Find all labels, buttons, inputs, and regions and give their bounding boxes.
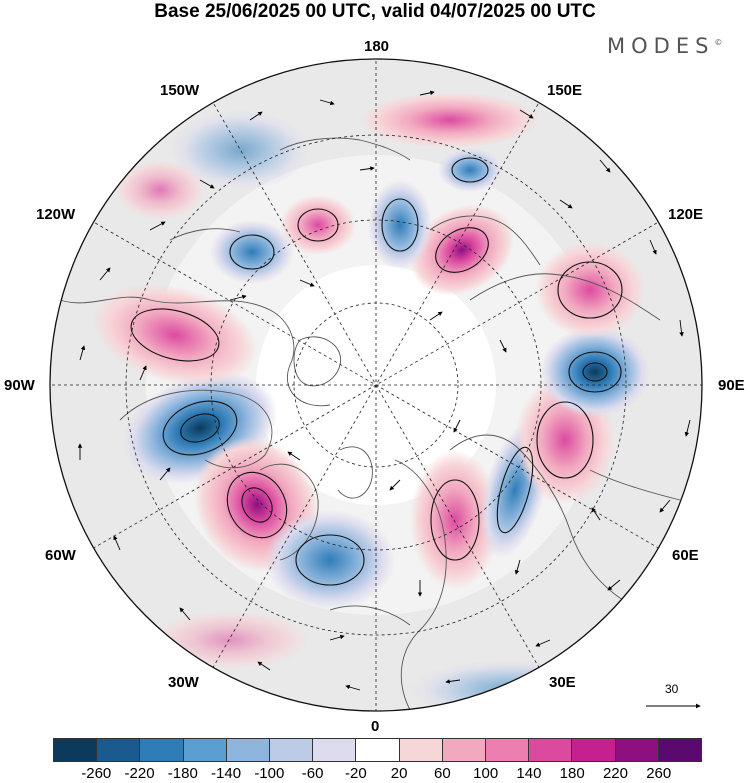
lon-label-120w: 120W	[36, 206, 76, 223]
colorbar-tick-label: 220	[602, 765, 628, 782]
colorbar-swatch	[442, 739, 487, 761]
lon-label-60w: 60W	[45, 547, 76, 564]
colorbar-swatch	[399, 739, 443, 761]
anomaly-positive-scandinavia	[410, 450, 500, 590]
anomaly-positive-canada	[91, 283, 259, 387]
colorbar-tick-label: -20	[345, 765, 367, 782]
lon-label-90e: 90E	[718, 377, 745, 394]
colorbar-swatch	[529, 739, 573, 761]
colorbar-tick-label: -180	[167, 765, 198, 782]
colorbar-swatch	[615, 739, 659, 761]
colorbar-swatch	[97, 739, 141, 761]
colorbar-tick-label: 140	[516, 765, 542, 782]
anomaly-negative-alaska	[210, 220, 294, 284]
lon-label-90w: 90W	[4, 377, 35, 394]
colorbar-swatch	[658, 739, 702, 761]
lon-label-0: 0	[371, 718, 380, 735]
anomaly-negative-bering	[438, 148, 502, 192]
graticule	[50, 59, 702, 711]
reference-vector-value: 30	[665, 682, 679, 696]
colorbar-swatch	[356, 739, 400, 761]
colorbar-swatch	[270, 739, 314, 761]
anomaly-positive-pacific	[360, 92, 540, 148]
lon-label-150w: 150W	[160, 82, 200, 99]
lon-label-120e: 120E	[668, 206, 704, 223]
colorbar-swatch	[226, 739, 271, 761]
colorbar-tick-label: 260	[646, 765, 672, 782]
lon-label-180: 180	[364, 38, 390, 55]
colorbar-tick-label: -140	[211, 765, 242, 782]
brand-logo: MODES©	[607, 34, 723, 58]
anomaly-negative-east-siberia	[540, 327, 650, 417]
anomaly-negative-npacific	[170, 110, 310, 190]
colorbar-swatch	[313, 739, 357, 761]
contours	[130, 157, 623, 586]
colorbar-swatch	[486, 739, 530, 761]
lon-label-60e: 60E	[672, 547, 699, 564]
colorbar-tick-label: 180	[559, 765, 585, 782]
anomaly-negative-europe	[410, 660, 610, 711]
anomaly-positive-atlantic-south	[150, 610, 310, 670]
lon-label-30e: 30E	[549, 674, 576, 691]
colorbar-swatch	[183, 739, 227, 761]
coastlines	[59, 137, 681, 711]
anomaly-positive-beaufort	[280, 195, 356, 255]
lon-label-30w: 30W	[168, 674, 199, 691]
anomaly-positive-far-east	[535, 242, 645, 338]
colorbar-swatch	[54, 739, 98, 761]
chart-title: Base 25/06/2025 00 UTC, valid 04/07/2025…	[154, 1, 596, 22]
colorbar-swatch	[140, 739, 184, 761]
colorbar-tick-label: 100	[473, 765, 499, 782]
reference-vector: 30	[640, 682, 710, 718]
colorbar-tick-label: -100	[254, 765, 285, 782]
anomaly-positive-npacific	[115, 160, 205, 220]
wind-vectors	[77, 90, 691, 691]
colorbar-swatch	[572, 739, 616, 761]
lon-label-150e: 150E	[547, 82, 583, 99]
colorbar-ticks: -260 -220 -180 -140 -100 -60 -20 20 60 100 140 180 2…	[53, 765, 702, 783]
colorbar-tick-label: -220	[124, 765, 155, 782]
colorbar-tick-label: 60	[434, 765, 451, 782]
colorbar-tick-label: -60	[301, 765, 324, 782]
colorbar	[53, 738, 702, 762]
colorbar-tick-label: -260	[81, 765, 112, 782]
anomaly-negative-atlantic	[265, 510, 395, 610]
colorbar-tick-label: 20	[390, 765, 408, 782]
map-border	[49, 58, 703, 712]
anomaly-positive-chukotka	[409, 204, 515, 296]
anomaly-negative-pole	[368, 180, 432, 270]
polar-map	[49, 58, 703, 712]
